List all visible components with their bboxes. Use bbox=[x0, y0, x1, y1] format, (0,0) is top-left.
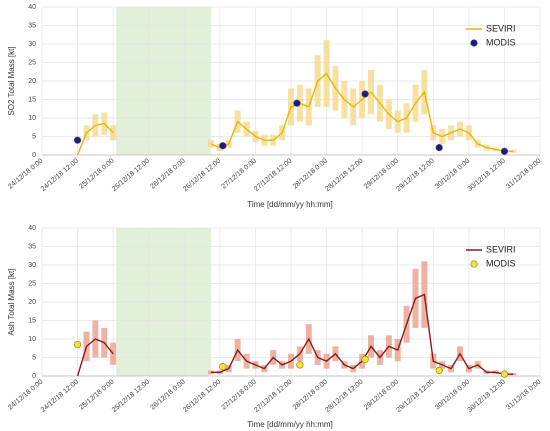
marker bbox=[219, 142, 227, 150]
y-tick-label: 15 bbox=[28, 96, 36, 103]
marker bbox=[500, 147, 509, 155]
x-tick-label: 29/12/18 12:00 bbox=[395, 379, 435, 414]
marker bbox=[219, 363, 227, 371]
marker bbox=[73, 136, 82, 144]
y-tick-label: 0 bbox=[32, 152, 36, 159]
x-tick-label: 30/12/18 0:00 bbox=[434, 379, 471, 412]
x-tick-label: 29/12/18 0:00 bbox=[363, 379, 400, 412]
x-tick-label: 31/12/18 0:00 bbox=[505, 379, 542, 412]
y-tick-label: 5 bbox=[32, 354, 36, 361]
y-tick-label: 10 bbox=[28, 336, 36, 343]
x-tick-label: 25/12/18 12:00 bbox=[111, 158, 151, 193]
y-tick-label: 35 bbox=[28, 22, 36, 29]
x-axis-label: Time [dd/mm/yy hh:mm] bbox=[247, 420, 333, 429]
marker bbox=[500, 370, 509, 378]
marker bbox=[435, 366, 443, 375]
x-tick-label: 25/12/18 0:00 bbox=[78, 379, 115, 412]
y-tick-label: 5 bbox=[32, 133, 36, 140]
legend-label: MODIS bbox=[486, 37, 516, 47]
x-tick-label: 31/12/18 0:00 bbox=[505, 158, 542, 191]
x-tick-label: 28/12/18 12:00 bbox=[324, 158, 364, 193]
x-tick-label: 29/12/18 12:00 bbox=[395, 158, 435, 193]
x-axis-label: Time [dd/mm/yy hh:mm] bbox=[247, 200, 333, 209]
x-tick-label: 25/12/18 0:00 bbox=[78, 158, 115, 191]
y-axis-label: SO2 Total Mass [kt] bbox=[7, 46, 16, 115]
y-tick-label: 35 bbox=[28, 243, 36, 250]
legend-swatch bbox=[470, 39, 478, 47]
y-tick-label: 25 bbox=[28, 280, 36, 287]
legend-label: SEVIRI bbox=[486, 23, 516, 33]
x-tick-label: 30/12/18 12:00 bbox=[467, 158, 507, 193]
y-tick-label: 20 bbox=[28, 78, 36, 85]
marker bbox=[293, 99, 301, 107]
marker bbox=[435, 144, 443, 152]
x-tick-label: 28/12/18 0:00 bbox=[292, 158, 329, 191]
marker bbox=[361, 355, 369, 363]
x-tick-label: 26/12/18 12:00 bbox=[182, 379, 222, 414]
x-tick-label: 30/12/18 0:00 bbox=[434, 158, 471, 191]
x-tick-label: 24/12/18 0:00 bbox=[7, 158, 44, 191]
y-axis-label: Ash Total Mass [kt] bbox=[7, 269, 16, 336]
y-tick-label: 20 bbox=[28, 299, 36, 306]
x-tick-label: 30/12/18 12:00 bbox=[467, 379, 507, 414]
x-tick-label: 27/12/18 12:00 bbox=[253, 379, 293, 414]
x-tick-label: 27/12/18 0:00 bbox=[221, 379, 258, 412]
x-tick-label: 24/12/18 12:00 bbox=[40, 379, 80, 414]
marker bbox=[296, 361, 304, 369]
legend-label: MODIS bbox=[486, 258, 516, 268]
y-tick-label: 40 bbox=[28, 225, 36, 232]
y-tick-label: 0 bbox=[32, 373, 36, 380]
x-tick-label: 25/12/18 12:00 bbox=[111, 379, 151, 414]
line bbox=[76, 72, 514, 156]
x-tick-label: 26/12/18 12:00 bbox=[182, 158, 222, 193]
marker bbox=[361, 90, 369, 98]
marker bbox=[73, 340, 82, 349]
x-tick-label: 27/12/18 0:00 bbox=[221, 158, 258, 191]
x-tick-label: 24/12/18 12:00 bbox=[40, 158, 80, 193]
y-tick-label: 15 bbox=[28, 317, 36, 324]
y-tick-label: 40 bbox=[28, 4, 36, 11]
y-tick-label: 30 bbox=[28, 262, 36, 269]
x-tick-label: 28/12/18 0:00 bbox=[292, 379, 329, 412]
x-tick-label: 29/12/18 0:00 bbox=[363, 158, 400, 191]
x-tick-label: 26/12/18 0:00 bbox=[149, 379, 186, 412]
x-tick-label: 28/12/18 12:00 bbox=[324, 379, 364, 414]
y-tick-label: 10 bbox=[28, 115, 36, 122]
y-tick-label: 30 bbox=[28, 41, 36, 48]
x-tick-label: 27/12/18 12:00 bbox=[253, 158, 293, 193]
legend-swatch bbox=[470, 260, 478, 268]
x-tick-label: 24/12/18 0:00 bbox=[7, 379, 44, 412]
y-tick-label: 25 bbox=[28, 59, 36, 66]
legend-label: SEVIRI bbox=[486, 244, 516, 254]
x-tick-label: 26/12/18 0:00 bbox=[149, 158, 186, 191]
